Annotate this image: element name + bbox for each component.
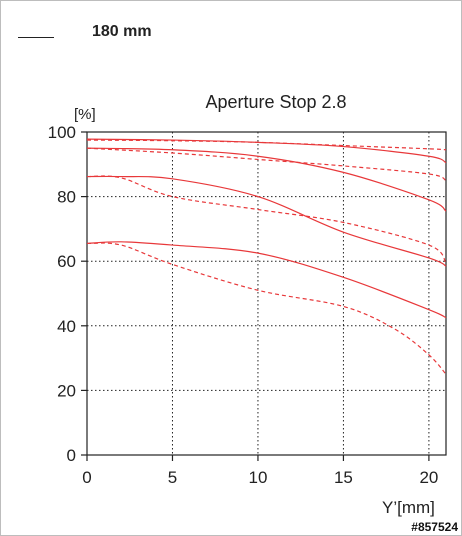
- y-axis-label: [%]: [74, 106, 96, 123]
- series-line-3-solid: [86, 147, 447, 212]
- x-axis-label: Y’[mm]: [382, 498, 435, 517]
- series-line-5-solid: [86, 175, 447, 267]
- y-tick-label: 0: [67, 446, 76, 465]
- legend: 180 mm: [18, 22, 152, 42]
- plot-border: [86, 131, 447, 456]
- x-tick-label: 15: [334, 468, 353, 487]
- series-line-2-dashed: [86, 139, 447, 151]
- series-line-4-dashed: [86, 147, 447, 182]
- y-tick-label: 40: [57, 317, 76, 336]
- x-tick-label: 0: [82, 468, 91, 487]
- y-tick-label: 100: [48, 123, 76, 142]
- series-line-8-dashed: [86, 242, 447, 375]
- y-tick-label: 20: [57, 381, 76, 400]
- x-tick-label: 10: [248, 468, 267, 487]
- y-tick-label: 60: [57, 252, 76, 271]
- series-line-6-dashed: [86, 175, 447, 264]
- chart-title: Aperture Stop 2.8: [205, 92, 347, 112]
- series-line-7-solid: [86, 241, 447, 319]
- legend-label: 180 mm: [92, 23, 152, 40]
- watermark: #857524: [411, 520, 458, 534]
- legend-line-swatch: [18, 36, 54, 38]
- y-tick-label: 80: [57, 188, 76, 207]
- x-tick-label: 5: [168, 468, 177, 487]
- series-line-1-solid: [86, 138, 447, 164]
- x-tick-label: 20: [419, 468, 438, 487]
